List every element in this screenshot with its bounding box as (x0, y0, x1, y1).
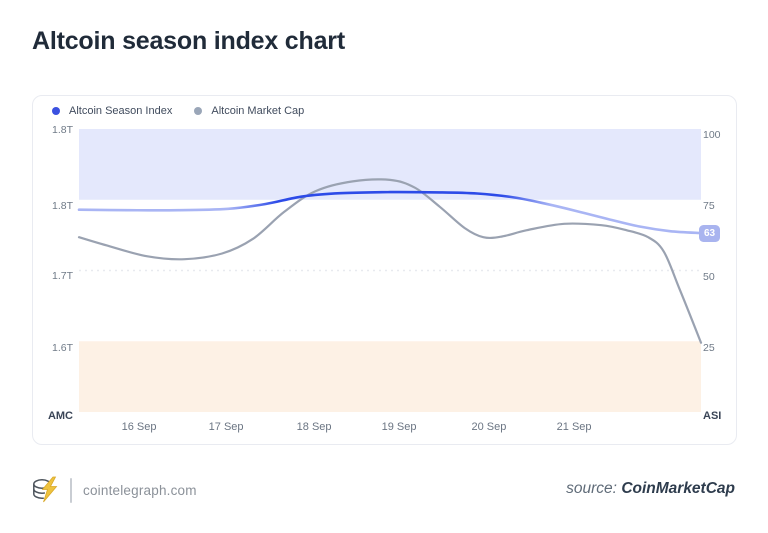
right-axis-tick: 50 (703, 271, 715, 283)
current-asi-value-badge: 63 (699, 224, 720, 242)
source-prefix: source: (566, 480, 617, 497)
left-axis-label: AMC (47, 410, 73, 422)
x-axis-tick: 20 Sep (471, 421, 507, 433)
footer-divider (70, 477, 72, 503)
bitcoin-season-zone (79, 341, 701, 412)
altcoin-season-zone (79, 129, 701, 200)
left-axis-tick: 1.8T (51, 200, 73, 212)
right-axis-tick: 100 (703, 129, 721, 141)
legend-label-amc: Altcoin Market Cap (211, 105, 305, 117)
legend-label-asi: Altcoin Season Index (69, 105, 173, 117)
right-axis-tick: 75 (703, 200, 715, 212)
source-attribution: source: CoinMarketCap (566, 480, 735, 498)
legend-dot-blue-icon (52, 107, 60, 115)
source-name: CoinMarketCap (621, 480, 735, 497)
legend-item-altcoin-market-cap[interactable]: Altcoin Market Cap (194, 105, 304, 117)
x-axis-tick: 18 Sep (296, 421, 332, 433)
right-axis-label: ASI (703, 410, 722, 422)
x-axis-tick: 16 Sep (121, 421, 157, 433)
x-axis-tick: 17 Sep (208, 421, 244, 433)
x-axis-tick: 21 Sep (556, 421, 592, 433)
left-axis-tick: 1.7T (51, 270, 73, 282)
amc-line (77, 178, 703, 344)
left-axis-tick: 1.6T (51, 342, 73, 354)
legend-item-altcoin-season-index[interactable]: Altcoin Season Index (52, 105, 172, 117)
x-axis-tick: 19 Sep (381, 421, 417, 433)
right-axis-tick: 25 (703, 342, 715, 354)
asi-line (77, 190, 703, 235)
left-axis-tick: 1.8T (51, 124, 73, 136)
cointelegraph-coin-icon (33, 476, 58, 503)
page-title: Altcoin season index chart (32, 27, 345, 55)
chart-card: Altcoin Season Index Altcoin Market Cap … (32, 95, 737, 445)
footer: cointelegraph.com (32, 475, 197, 505)
chart-legend: Altcoin Season Index Altcoin Market Cap (52, 105, 304, 117)
legend-dot-gray-icon (194, 107, 203, 115)
site-url: cointelegraph.com (83, 482, 197, 498)
chart-canvas (77, 129, 703, 412)
